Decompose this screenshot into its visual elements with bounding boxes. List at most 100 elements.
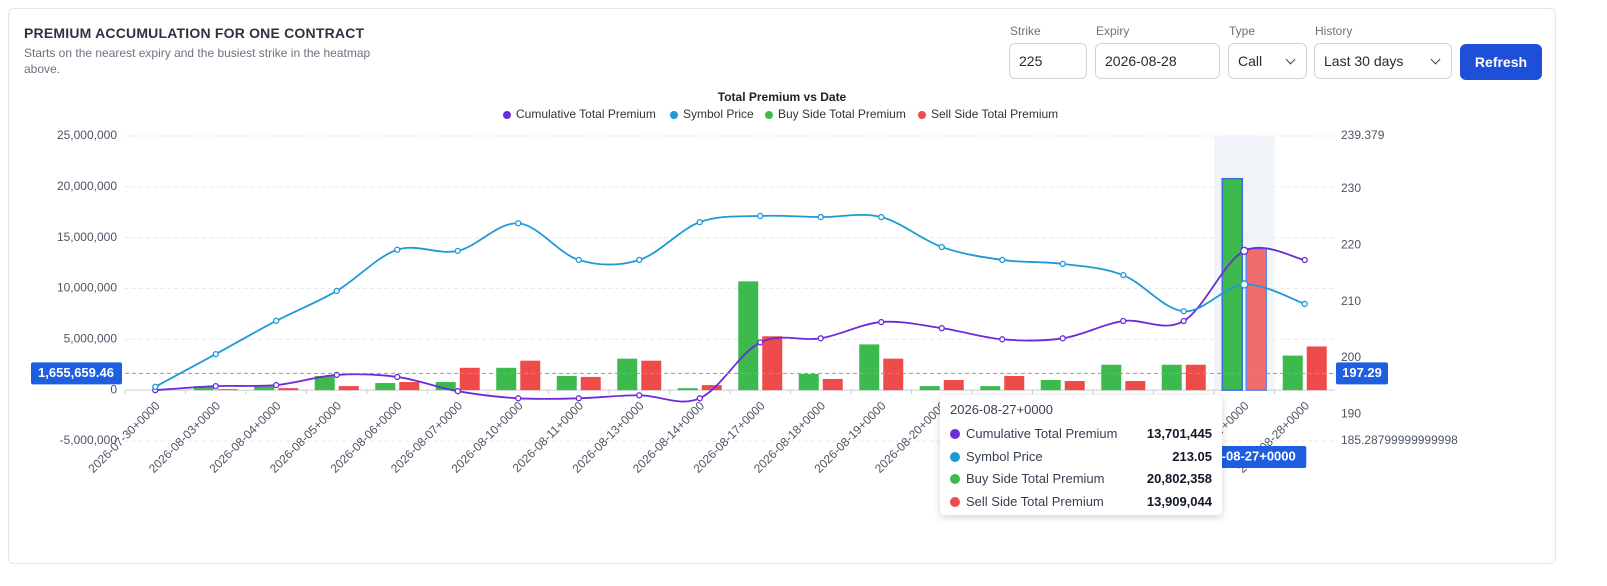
tooltip-value: 20,802,358: [1146, 471, 1212, 486]
type-select[interactable]: Call: [1228, 43, 1307, 79]
bar: [1306, 346, 1327, 391]
bar: [738, 281, 759, 391]
y2-tick-label: 220: [1341, 237, 1361, 251]
card: [8, 8, 1556, 564]
tooltip-name: Buy Side Total Premium: [966, 471, 1105, 486]
y-tick-label: 5,000,000: [64, 332, 118, 346]
bar: [822, 378, 843, 391]
point: [1120, 317, 1127, 325]
point: [575, 395, 582, 402]
bar: [580, 376, 601, 391]
tooltip-title: 2026-08-27+0000: [950, 402, 1054, 417]
point: [454, 388, 461, 395]
bar: [1040, 380, 1061, 391]
y2-tick-label: 200: [1341, 350, 1361, 364]
bar: [617, 358, 638, 391]
bar: [1125, 381, 1146, 391]
point: [757, 339, 764, 346]
y-tick-label: 20,000,000: [57, 179, 117, 193]
point: [454, 247, 461, 255]
point: [938, 324, 945, 332]
history-select[interactable]: Last 30 days: [1314, 43, 1452, 79]
history-value: Last 30 days: [1324, 53, 1404, 69]
point: [878, 318, 885, 326]
bar: [859, 344, 880, 391]
bar: [520, 360, 541, 391]
crosshair-y-label: 1,655,659.46: [38, 365, 114, 380]
chart-title: Total Premium vs Date: [718, 90, 847, 104]
bar: [314, 375, 335, 391]
point: [394, 246, 401, 253]
point: [938, 243, 945, 251]
refresh-button[interactable]: Refresh: [1460, 44, 1542, 80]
bar: [193, 386, 214, 391]
tooltip-name: Sell Side Total Premium: [966, 493, 1104, 509]
legend-swatch: [503, 111, 511, 119]
y-tick-label: 0: [110, 382, 117, 396]
type-label: Type: [1229, 24, 1256, 38]
point: [1120, 272, 1127, 279]
tooltip-value: 13,701,445: [1146, 426, 1212, 441]
tooltip-value: 13,909,044: [1146, 493, 1212, 509]
bar: [338, 386, 359, 391]
point: [696, 219, 703, 226]
panel-title: PREMIUM ACCUMULATION FOR ONE CONTRACT: [24, 25, 365, 41]
point: [152, 383, 159, 390]
crosshair-y-box: [31, 362, 122, 385]
point: [212, 350, 219, 358]
y-tick-label: -5,000,000: [60, 433, 118, 447]
y2-tick-label: 210: [1341, 294, 1361, 308]
y2-tick-label: 230: [1341, 181, 1361, 195]
bar: [496, 367, 517, 391]
point: [1301, 256, 1308, 264]
bar: [1004, 375, 1025, 391]
panel-subtitle: Starts on the nearest expiry and the bus…: [24, 46, 371, 76]
tooltip-row: Sell Side Total Premium 13,909,044: [950, 491, 1212, 514]
y-tick-label: 15,000,000: [57, 230, 117, 244]
legend-label: Cumulative Total Premium: [516, 107, 656, 121]
bar: [943, 380, 964, 391]
legend-swatch: [918, 111, 926, 119]
bar: [1245, 248, 1267, 391]
tooltip-swatch: [950, 429, 960, 439]
legend-label: Sell Side Total Premium: [931, 107, 1058, 121]
point: [212, 382, 219, 390]
strike-label: Strike: [1010, 24, 1041, 38]
tooltip-swatch: [950, 474, 960, 484]
point: [1240, 280, 1249, 289]
tooltip-row: Symbol Price 213.05: [950, 446, 1212, 469]
crosshair-y2-box: [1336, 362, 1388, 385]
tooltip-swatch: [950, 451, 960, 462]
expiry-label: Expiry: [1096, 24, 1130, 38]
legend-swatch: [670, 111, 678, 119]
bar: [919, 386, 940, 391]
point: [696, 395, 703, 402]
tooltip-row: Buy Side Total Premium 20,802,358: [950, 468, 1212, 491]
strike-input[interactable]: 225: [1009, 43, 1087, 79]
legend-label: Symbol Price: [683, 107, 754, 121]
tooltip-name: Symbol Price: [966, 448, 1043, 464]
point: [515, 220, 522, 227]
y-tick-label: 10,000,000: [57, 281, 117, 295]
point: [636, 392, 643, 399]
bar: [1161, 364, 1182, 391]
point: [999, 336, 1006, 343]
point: [757, 212, 764, 220]
point: [515, 395, 522, 402]
expiry-input[interactable]: 2026-08-28: [1095, 43, 1220, 79]
bar: [217, 389, 238, 391]
point: [1180, 317, 1187, 325]
y2-tick-label: 185.28799999999998: [1341, 433, 1458, 447]
tooltip: 2026-08-27+0000 Cumulative Total Premium…: [940, 395, 1222, 515]
point: [1240, 246, 1249, 256]
bar: [459, 367, 480, 391]
bar: [701, 385, 722, 391]
point: [636, 256, 643, 264]
y2-tick-label: 239.379: [1341, 128, 1385, 142]
y2-tick-label: 190: [1341, 407, 1361, 421]
point: [394, 373, 401, 381]
point: [1301, 300, 1308, 308]
legend-label: Buy Side Total Premium: [778, 107, 906, 121]
bar: [278, 388, 299, 391]
